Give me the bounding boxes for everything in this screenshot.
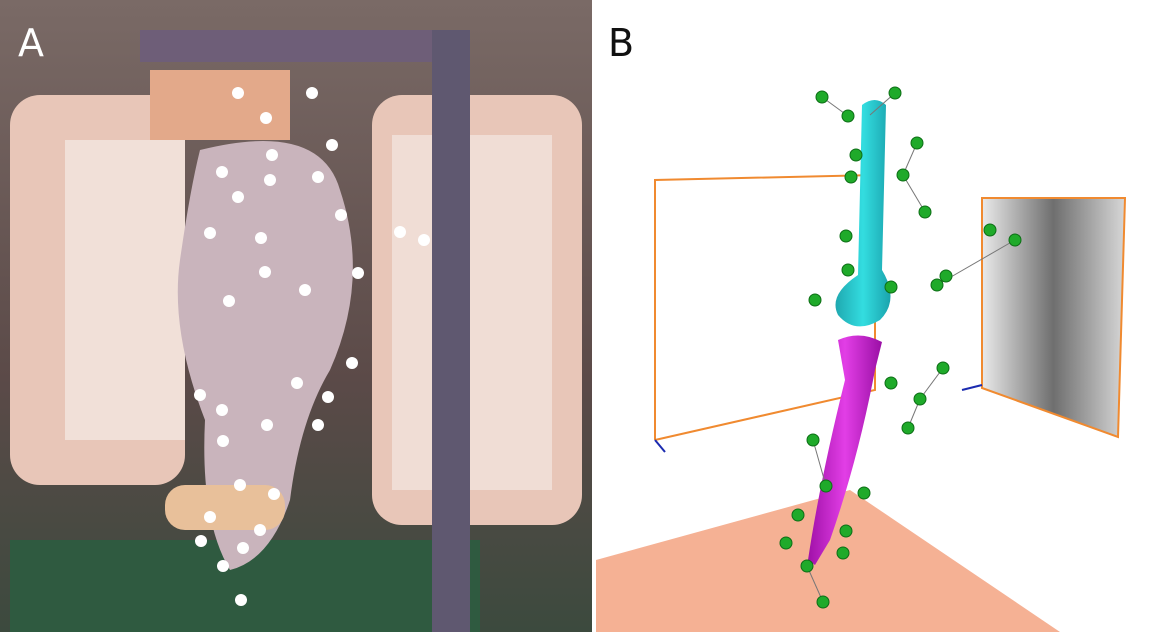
frame-side (432, 30, 470, 632)
figure: A B (0, 0, 1166, 632)
panel-label: A (18, 21, 44, 65)
panel-b: B (596, 0, 1166, 632)
foot-mount (165, 485, 285, 530)
panel-label: B (608, 21, 634, 65)
frame-top (140, 30, 470, 62)
imager-left-screen (65, 140, 185, 440)
thigh-mount (150, 70, 290, 140)
page: A B (() (0, 0, 1166, 632)
imager-right-screen (392, 135, 552, 490)
panel-a: A (0, 0, 592, 632)
